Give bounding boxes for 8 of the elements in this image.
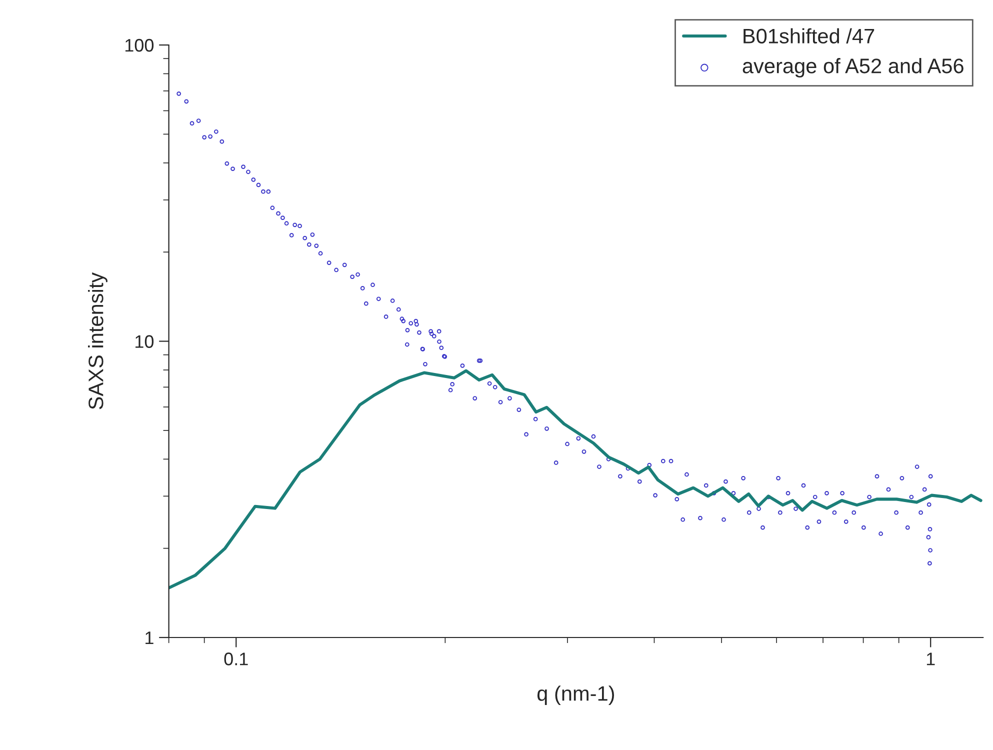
x-tick-label: 0.1 [224, 652, 248, 666]
y-tick-label: 1 [146, 632, 154, 644]
x-axis-title: q (nm-1) [537, 686, 614, 705]
y-tick-label: 100 [125, 38, 154, 52]
legend-label: average of A52 and A56 [742, 58, 964, 78]
legend-label: B01shifted /47 [744, 28, 874, 44]
y-axis-title: SAXS intensity [88, 272, 108, 410]
y-tick-label: 10 [136, 335, 154, 348]
